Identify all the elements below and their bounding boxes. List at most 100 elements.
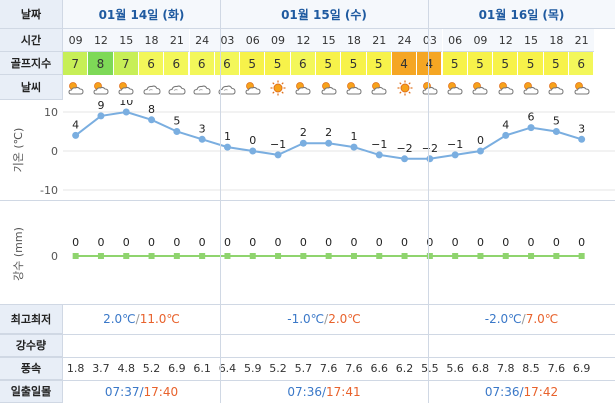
temperature-data-label: 4 bbox=[502, 118, 509, 131]
hour-cell: 18 bbox=[341, 29, 367, 52]
wind-speed-cell: 4.8 bbox=[117, 362, 135, 375]
temperature-point bbox=[173, 128, 181, 135]
day-3-sun: 07:36/17:42 bbox=[484, 384, 559, 399]
sun-row: 일출일몰 07:37/17:40 07:36/17:41 07:36/17:42 bbox=[0, 380, 615, 403]
rain-data-label: 0 bbox=[72, 236, 79, 249]
wind-speed-cell: 6.1 bbox=[193, 362, 211, 375]
rain-data-label: 0 bbox=[452, 236, 459, 249]
temperature-tick-label: 0 bbox=[51, 145, 58, 158]
rain-data-label: 0 bbox=[123, 236, 130, 249]
rain-point bbox=[528, 253, 535, 259]
day-3-sunset: 17:42 bbox=[523, 384, 559, 399]
golf-index-cell: 6 bbox=[569, 52, 595, 75]
divider bbox=[0, 357, 615, 358]
hour-cell: 21 bbox=[164, 29, 190, 52]
divider bbox=[0, 380, 615, 381]
day-2-minmax: -1.0℃/2.0℃ bbox=[287, 312, 361, 326]
cloudy-icon bbox=[193, 85, 211, 94]
rain-point bbox=[300, 253, 307, 259]
rain-data-label: 0 bbox=[376, 236, 383, 249]
rain-data-label: 0 bbox=[148, 236, 155, 249]
temperature-point bbox=[476, 147, 484, 155]
golf-index-cell: 4 bbox=[391, 52, 418, 75]
day-2-sunset: 17:41 bbox=[326, 384, 361, 399]
temperature-point bbox=[527, 124, 535, 132]
temperature-point bbox=[375, 151, 383, 159]
wind-label: 풍속 bbox=[0, 357, 63, 380]
rain-point bbox=[249, 253, 256, 259]
wind-speed-cell: 7.6 bbox=[547, 362, 566, 375]
wind-speed-cell: 5.9 bbox=[243, 362, 262, 375]
weather-cell bbox=[443, 75, 468, 100]
temperature-data-label: 0 bbox=[249, 134, 256, 147]
weather-cell bbox=[190, 75, 215, 100]
weather-cell bbox=[544, 75, 569, 100]
weather-cell bbox=[63, 75, 88, 100]
rain-data-label: 0 bbox=[249, 236, 256, 249]
golf-index-cell: 7 bbox=[113, 52, 139, 75]
rain-data-label: 0 bbox=[528, 236, 535, 249]
temperature-point bbox=[578, 135, 586, 143]
wind-row: 풍속 1.8 3.7 4.8 5.2 6.9 6.1 6.4 5.9 5.2 5.7 7.6 7.6 6… bbox=[0, 357, 615, 380]
rain-point bbox=[477, 253, 484, 259]
wind-speed-cell: 7.6 bbox=[319, 362, 338, 375]
temperature-axis-label: 기온 (℃) bbox=[12, 128, 25, 173]
rain-data-label: 0 bbox=[350, 236, 357, 249]
divider bbox=[0, 334, 615, 335]
rain-chart-row: 강수 (mm) 0 0 0 0 0 0 0 0 0 0 0 0 0 0 0 0 0 0 0 0 0 0 bbox=[0, 200, 615, 304]
weather-cell bbox=[392, 75, 417, 100]
golf-index-cell: 6 bbox=[164, 52, 190, 75]
golf-index-label: 골프지수 bbox=[0, 52, 63, 75]
hour-cell: 24 bbox=[391, 29, 418, 52]
golf-index-cell: 6 bbox=[290, 52, 316, 75]
rain-point bbox=[72, 253, 79, 259]
wind-speed-cell: 7.6 bbox=[345, 362, 363, 375]
date-label: 날짜 bbox=[0, 0, 63, 29]
temperature-point bbox=[552, 128, 560, 135]
golf-index-cell: 5 bbox=[467, 52, 494, 75]
divider bbox=[0, 304, 615, 305]
golf-index-cell: 7 bbox=[63, 52, 89, 75]
temperature-data-label: −1 bbox=[371, 138, 387, 151]
weather-cell bbox=[114, 75, 139, 100]
golf-index-cell: 5 bbox=[265, 52, 291, 75]
hour-cell: 15 bbox=[316, 29, 342, 52]
weather-label: 날씨 bbox=[0, 75, 63, 100]
rain-point bbox=[502, 253, 509, 259]
golf-index-cell: 5 bbox=[493, 52, 519, 75]
partly-cloudy-icon bbox=[346, 81, 362, 94]
temperature-data-label: 1 bbox=[350, 130, 357, 143]
day-divider bbox=[428, 0, 429, 403]
wind-speed-cell: 5.2 bbox=[269, 362, 287, 375]
temperature-data-label: 2 bbox=[325, 126, 332, 139]
rain-axis-label: 강수 (mm) bbox=[12, 227, 25, 281]
partly-cloudy-icon bbox=[321, 81, 337, 94]
golf-index-cell: 6 bbox=[214, 52, 241, 75]
rain-point bbox=[224, 253, 231, 259]
divider bbox=[0, 200, 615, 201]
temperature-point bbox=[122, 108, 130, 116]
day-divider bbox=[220, 0, 221, 403]
temperature-data-label: −1 bbox=[447, 138, 463, 151]
weather-cell bbox=[240, 75, 265, 100]
temperature-point bbox=[97, 112, 105, 120]
temperature-point bbox=[274, 151, 282, 159]
sunny-icon bbox=[270, 80, 286, 95]
day-2-min: -1.0℃ bbox=[287, 312, 325, 326]
weather-cell bbox=[139, 75, 164, 100]
wind-speed-cell: 5.6 bbox=[446, 362, 464, 375]
day-2-sun: 07:36/17:41 bbox=[287, 384, 361, 399]
weather-cell bbox=[265, 75, 290, 100]
day-3-minmax: -2.0℃/7.0℃ bbox=[484, 312, 559, 326]
temperature-point bbox=[401, 155, 409, 163]
day-1-minmax: 2.0℃/11.0℃ bbox=[103, 312, 180, 326]
temperature-tick-label: -10 bbox=[40, 184, 58, 197]
partly-cloudy-icon bbox=[574, 81, 590, 94]
day-2-sunrise: 07:36 bbox=[287, 384, 322, 399]
temperature-chart-row: 기온 (℃) 10 0 -10 4 9 10 8 5 3 1 0 −1 2 2 1 −1 −2 −2 −1 0 4 6 5 3 bbox=[0, 100, 615, 200]
wind-speed-cell: 6.9 bbox=[572, 362, 591, 375]
temperature-data-label: 2 bbox=[300, 126, 307, 139]
temperature-data-label: 1 bbox=[224, 130, 231, 143]
rain-data-label: 0 bbox=[477, 236, 484, 249]
